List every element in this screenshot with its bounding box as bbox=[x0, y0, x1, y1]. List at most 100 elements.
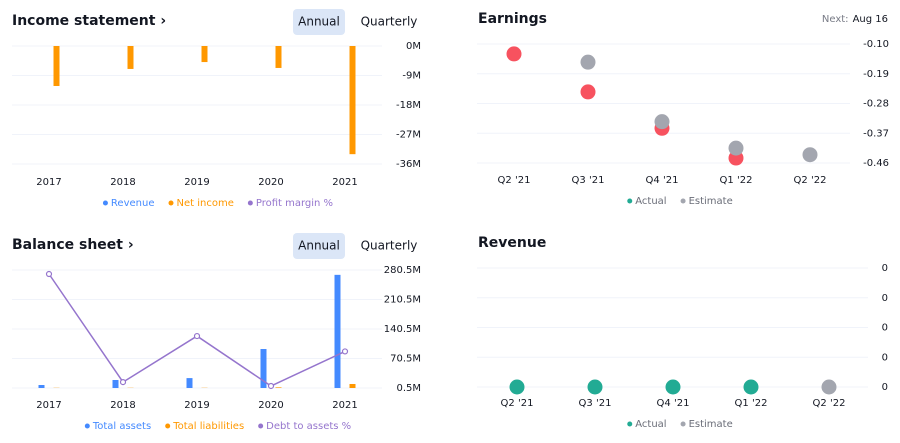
legend-label: Revenue bbox=[111, 198, 155, 209]
y-tick-label: -0.10 bbox=[863, 39, 889, 50]
panel-title: Income statement › bbox=[12, 13, 166, 29]
x-tick-label: 2017 bbox=[36, 400, 61, 411]
bar bbox=[275, 387, 282, 388]
x-tick-label: 2020 bbox=[258, 177, 283, 188]
line-point bbox=[45, 270, 53, 278]
x-tick-label: Q3 '21 bbox=[572, 175, 605, 186]
y-tick-label: -18M bbox=[396, 100, 421, 111]
legend-label: Total liabilities bbox=[172, 421, 244, 432]
x-tick-label: Q2 '22 bbox=[813, 398, 846, 409]
bar bbox=[201, 46, 208, 63]
line-point bbox=[193, 332, 201, 340]
x-tick-label: 2019 bbox=[184, 400, 209, 411]
bar bbox=[260, 349, 267, 388]
legend-label: Debt to assets % bbox=[266, 421, 351, 432]
annual-button-bg[interactable] bbox=[293, 233, 345, 259]
x-tick-label: Q2 '22 bbox=[794, 175, 827, 186]
line bbox=[48, 273, 346, 387]
legend-dot bbox=[84, 423, 90, 429]
legend-dot bbox=[258, 423, 264, 429]
annual-button-bg[interactable] bbox=[293, 9, 345, 35]
bar bbox=[334, 274, 341, 388]
panel-title: Revenue bbox=[478, 235, 546, 251]
x-tick-label: Q1 '22 bbox=[720, 175, 753, 186]
legend-label: Profit margin % bbox=[256, 198, 333, 209]
y-tick-label: 0 bbox=[882, 293, 888, 304]
line-point bbox=[267, 382, 275, 390]
x-tick-label: Q1 '22 bbox=[735, 398, 768, 409]
y-tick-label: -0.19 bbox=[863, 69, 889, 80]
point bbox=[587, 379, 603, 395]
y-tick-label: -9M bbox=[402, 71, 421, 82]
legend-dot bbox=[680, 421, 686, 427]
legend-label: Total assets bbox=[92, 421, 151, 432]
line-point bbox=[341, 348, 349, 355]
y-tick-label: -27M bbox=[396, 130, 421, 141]
legend-label: Estimate bbox=[689, 196, 733, 207]
next-date: Aug 16 bbox=[853, 14, 888, 25]
point bbox=[580, 54, 596, 70]
bar bbox=[38, 385, 45, 388]
bar bbox=[275, 46, 282, 68]
bar bbox=[53, 46, 60, 86]
panel-title: Balance sheet › bbox=[12, 237, 134, 253]
next-label: Next: bbox=[822, 14, 849, 25]
y-tick-label: 0 bbox=[882, 352, 888, 363]
x-tick-label: 2017 bbox=[36, 177, 61, 188]
x-tick-label: 2018 bbox=[110, 177, 135, 188]
x-tick-label: Q2 '21 bbox=[498, 175, 531, 186]
x-tick-label: 2020 bbox=[258, 400, 283, 411]
bar bbox=[127, 46, 134, 69]
legend-label: Actual bbox=[635, 419, 666, 430]
y-tick-label: -0.37 bbox=[863, 128, 889, 139]
annual-button[interactable]: Annual bbox=[298, 15, 340, 29]
annual-button[interactable]: Annual bbox=[298, 239, 340, 253]
x-tick-label: Q3 '21 bbox=[579, 398, 612, 409]
y-tick-label: -0.46 bbox=[863, 158, 889, 169]
x-tick-label: 2021 bbox=[332, 400, 357, 411]
point bbox=[654, 114, 670, 130]
quarterly-button[interactable]: Quarterly bbox=[361, 239, 418, 253]
bar bbox=[186, 378, 193, 388]
legend-dot bbox=[102, 200, 108, 206]
x-tick-label: Q4 '21 bbox=[657, 398, 690, 409]
legend-dot bbox=[627, 421, 633, 427]
x-tick-label: 2018 bbox=[110, 400, 135, 411]
legend-dot bbox=[627, 198, 633, 204]
y-tick-label: 140.5M bbox=[384, 324, 421, 335]
bar bbox=[349, 46, 356, 155]
legend-dot bbox=[247, 200, 253, 206]
legend-label: Estimate bbox=[689, 419, 733, 430]
x-tick-label: 2019 bbox=[184, 177, 209, 188]
y-tick-label: 210.5M bbox=[384, 295, 421, 306]
y-tick-label: 0 bbox=[882, 323, 888, 334]
point bbox=[506, 46, 522, 62]
bar bbox=[349, 383, 356, 388]
y-tick-label: 0M bbox=[406, 41, 421, 52]
y-tick-label: 0 bbox=[882, 263, 888, 274]
y-tick-label: -0.28 bbox=[863, 99, 889, 110]
point bbox=[821, 379, 837, 395]
point bbox=[743, 379, 759, 395]
x-tick-label: Q4 '21 bbox=[646, 175, 679, 186]
quarterly-button[interactable]: Quarterly bbox=[361, 15, 418, 29]
x-tick-label: Q2 '21 bbox=[501, 398, 534, 409]
y-tick-label: 280.5M bbox=[384, 265, 421, 276]
line-point bbox=[119, 379, 127, 386]
bar bbox=[112, 379, 119, 388]
y-tick-label: -36M bbox=[396, 159, 421, 170]
point bbox=[509, 379, 525, 395]
y-tick-label: 70.5M bbox=[390, 354, 421, 365]
y-tick-label: 0 bbox=[882, 382, 888, 393]
legend-dot bbox=[680, 198, 686, 204]
point bbox=[728, 140, 744, 156]
point bbox=[802, 147, 818, 163]
y-tick-label: 0.5M bbox=[396, 383, 421, 394]
legend-label: Actual bbox=[635, 196, 666, 207]
legend-label: Net income bbox=[176, 198, 233, 209]
legend-dot bbox=[165, 423, 171, 429]
legend-dot bbox=[168, 200, 174, 206]
x-tick-label: 2021 bbox=[332, 177, 357, 188]
panel-title: Earnings bbox=[478, 11, 547, 27]
